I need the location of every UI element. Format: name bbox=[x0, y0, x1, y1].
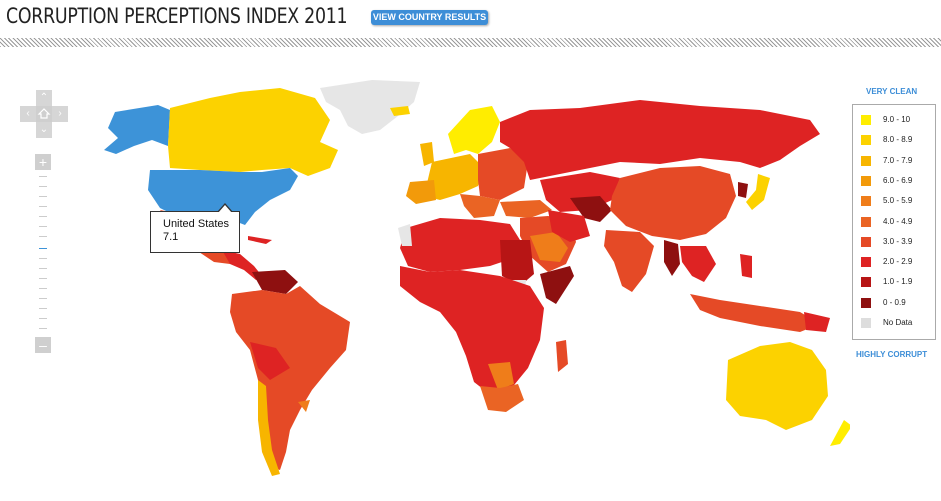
legend-swatch bbox=[861, 216, 871, 227]
country-tooltip: United States 7.1 bbox=[150, 203, 240, 253]
country-western-sahara[interactable] bbox=[398, 224, 412, 246]
legend-label: 7.0 - 7.9 bbox=[883, 155, 913, 165]
legend-label: 6.0 - 6.9 bbox=[883, 175, 913, 185]
country-united-states[interactable] bbox=[148, 168, 298, 225]
country-australia[interactable] bbox=[726, 342, 828, 430]
legend-label: 1.0 - 1.9 bbox=[883, 277, 913, 287]
legend-swatch bbox=[861, 257, 871, 268]
region-central-america[interactable] bbox=[222, 250, 262, 280]
country-new-zealand[interactable] bbox=[830, 420, 850, 446]
legend-swatch bbox=[861, 277, 871, 288]
region-scandinavia[interactable] bbox=[448, 106, 500, 154]
region-caribbean[interactable] bbox=[248, 236, 272, 244]
country-iran[interactable] bbox=[548, 210, 590, 242]
country-botswana[interactable] bbox=[488, 362, 514, 390]
legend-label: 4.0 - 4.9 bbox=[883, 216, 913, 226]
region-central-africa[interactable] bbox=[400, 266, 544, 396]
country-alaska[interactable] bbox=[104, 105, 170, 154]
country-chile[interactable] bbox=[258, 380, 280, 476]
region-south-america[interactable] bbox=[230, 286, 350, 470]
legend-label: 3.0 - 3.9 bbox=[883, 236, 913, 246]
region-southeast-asia[interactable] bbox=[680, 246, 716, 282]
country-china[interactable] bbox=[610, 166, 736, 240]
region-iberia[interactable] bbox=[406, 180, 436, 204]
pan-right-icon[interactable]: › bbox=[52, 106, 68, 122]
region-afghanistan[interactable] bbox=[570, 196, 612, 222]
country-bolivia[interactable] bbox=[250, 342, 290, 380]
region-eastern-europe[interactable] bbox=[478, 148, 528, 200]
country-united-kingdom[interactable] bbox=[420, 142, 434, 166]
country-russia[interactable] bbox=[500, 100, 820, 180]
legend-swatch bbox=[861, 175, 871, 186]
country-iceland[interactable] bbox=[390, 106, 410, 116]
legend-swatch bbox=[861, 155, 871, 166]
country-north-korea[interactable] bbox=[738, 182, 748, 198]
legend-label: 8.0 - 8.9 bbox=[883, 135, 913, 145]
legend-swatch bbox=[861, 196, 871, 207]
legend-swatch bbox=[861, 318, 871, 328]
region-north-africa[interactable] bbox=[400, 218, 520, 272]
country-somalia[interactable] bbox=[540, 266, 574, 304]
legend-bottom-label: HIGHLY CORRUPT bbox=[856, 350, 928, 359]
pan-left-icon[interactable]: ‹ bbox=[20, 106, 36, 122]
legend-top-label: VERY CLEAN bbox=[866, 87, 918, 96]
tooltip-score: 7.1 bbox=[163, 231, 179, 243]
country-south-africa[interactable] bbox=[480, 384, 524, 412]
legend-swatch bbox=[861, 135, 871, 146]
country-greenland[interactable] bbox=[320, 80, 420, 134]
home-icon[interactable] bbox=[36, 106, 52, 122]
legend-label: 0 - 0.9 bbox=[883, 297, 906, 307]
country-indonesia[interactable] bbox=[690, 294, 820, 332]
legend-label: 2.0 - 2.9 bbox=[883, 257, 913, 267]
page-title: CORRUPTION PERCEPTIONS INDEX 2011 bbox=[6, 4, 348, 28]
pan-control: ⌃ ‹ › ⌄ bbox=[20, 90, 68, 138]
country-sudan[interactable] bbox=[500, 240, 534, 286]
view-country-results-button[interactable]: VIEW COUNTRY RESULTS bbox=[371, 10, 488, 25]
country-uruguay[interactable] bbox=[298, 400, 310, 412]
country-japan[interactable] bbox=[746, 174, 770, 210]
country-saudi-arabia[interactable] bbox=[530, 232, 568, 262]
pan-up-icon[interactable]: ⌃ bbox=[36, 90, 52, 106]
header-divider bbox=[0, 38, 941, 47]
country-madagascar[interactable] bbox=[556, 340, 568, 372]
legend-swatch bbox=[861, 115, 871, 125]
country-india[interactable] bbox=[604, 230, 654, 292]
country-canada[interactable] bbox=[168, 88, 338, 176]
country-myanmar[interactable] bbox=[664, 240, 680, 276]
zoom-slider[interactable] bbox=[35, 172, 51, 334]
region-southern-europe[interactable] bbox=[460, 194, 500, 218]
legend-label: 5.0 - 5.9 bbox=[883, 196, 913, 206]
zoom-out-icon[interactable]: – bbox=[35, 337, 51, 353]
legend-swatch bbox=[861, 236, 871, 247]
legend-swatch bbox=[861, 297, 871, 308]
country-papua-new-guinea[interactable] bbox=[804, 312, 830, 332]
legend-label: 9.0 - 10 bbox=[883, 115, 911, 124]
country-venezuela[interactable] bbox=[252, 270, 298, 294]
world-map[interactable] bbox=[0, 50, 850, 490]
tooltip-country-name: United States bbox=[163, 218, 230, 230]
pan-down-icon[interactable]: ⌄ bbox=[36, 122, 52, 138]
country-turkey[interactable] bbox=[500, 200, 552, 218]
region-western-europe[interactable] bbox=[424, 154, 484, 200]
legend: 9.0 - 10 8.0 - 8.9 7.0 - 7.9 6.0 - 6.9 5.0 -… bbox=[852, 104, 936, 340]
zoom-in-icon[interactable]: + bbox=[35, 154, 51, 170]
legend-label: No Data bbox=[883, 318, 913, 327]
country-philippines[interactable] bbox=[740, 254, 752, 278]
